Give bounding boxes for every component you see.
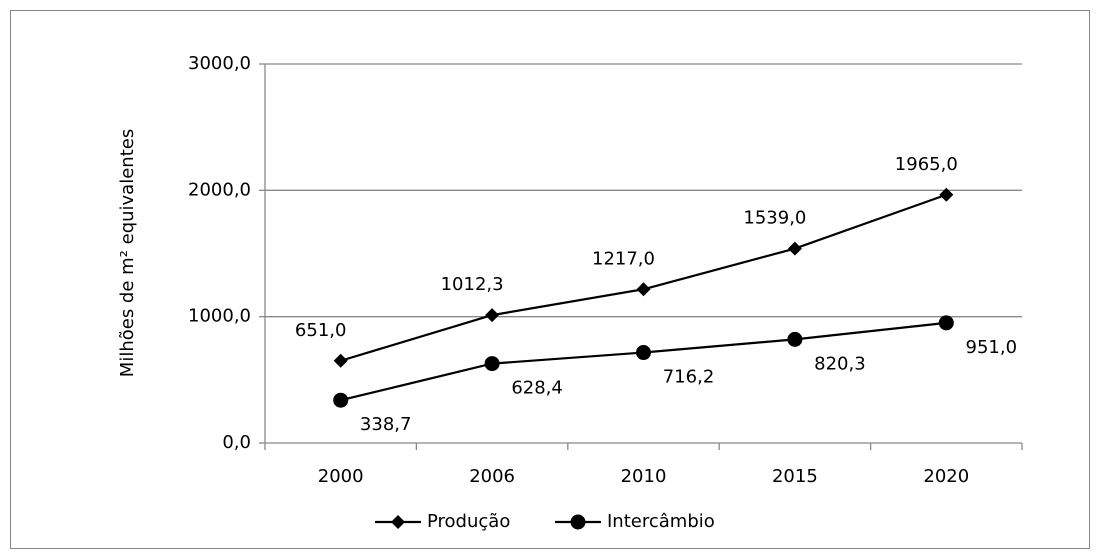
- y-tick-label: 3000,0: [188, 53, 251, 74]
- marker: [636, 345, 651, 361]
- chart-border: [10, 10, 1090, 549]
- x-tick-label: 2006: [469, 466, 515, 487]
- x-tick-label: 2015: [772, 466, 818, 487]
- legend-label: Intercâmbio: [607, 511, 715, 532]
- data-label: 1539,0: [743, 208, 806, 229]
- marker: [333, 392, 349, 408]
- data-label: 338,7: [360, 414, 412, 435]
- data-label: 1012,3: [441, 274, 504, 295]
- data-label: 628,4: [511, 378, 563, 399]
- x-tick-label: 2000: [318, 466, 364, 487]
- y-tick-label: 1000,0: [188, 306, 251, 327]
- data-label: 951,0: [966, 337, 1018, 358]
- marker: [391, 515, 405, 529]
- marker: [938, 315, 954, 331]
- y-tick-label: 2000,0: [188, 179, 251, 200]
- marker: [333, 353, 348, 368]
- y-tick-label: 0,0: [222, 432, 251, 453]
- legend-label: Produção: [427, 511, 510, 532]
- data-label: 716,2: [663, 367, 715, 388]
- data-label: 820,3: [814, 353, 866, 374]
- marker: [570, 514, 586, 530]
- marker: [787, 331, 803, 347]
- marker: [636, 282, 651, 297]
- marker: [787, 241, 802, 256]
- marker: [484, 356, 500, 372]
- marker: [485, 308, 500, 323]
- y-axis-label: Milhões de m² equivalentes: [117, 129, 138, 377]
- x-tick-label: 2010: [621, 466, 667, 487]
- data-label: 651,0: [295, 320, 347, 341]
- data-label: 1217,0: [592, 248, 655, 269]
- x-tick-label: 2020: [923, 466, 969, 487]
- marker: [939, 187, 954, 202]
- data-label: 1965,0: [895, 154, 958, 175]
